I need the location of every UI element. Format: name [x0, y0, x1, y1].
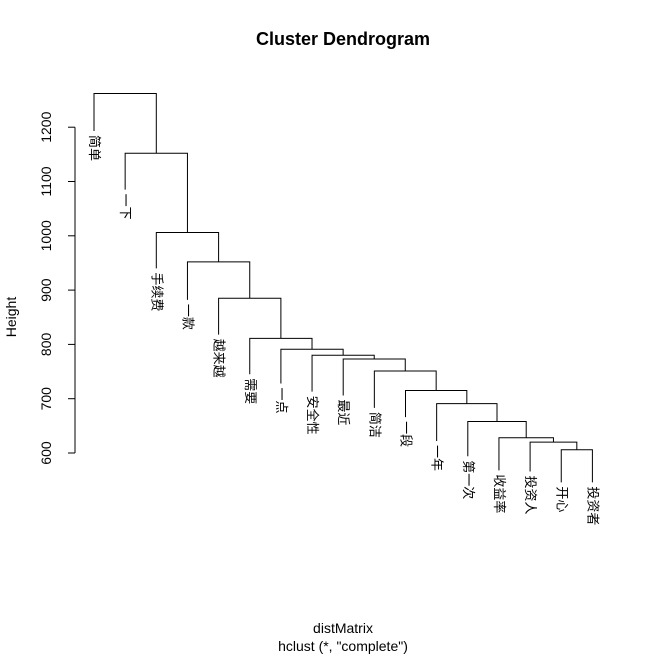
leaf-label: 安全性 — [304, 396, 320, 435]
leaf-label: 收益率 — [491, 474, 507, 513]
leaf-label: 一段 — [398, 421, 413, 447]
merge-link — [498, 437, 554, 471]
subtitle: hclust (*, "complete") — [278, 638, 408, 654]
x-axis-label: distMatrix — [313, 620, 373, 636]
y-tick-label: 1000 — [38, 220, 54, 251]
y-axis: 600 700 800 900 1000 1100 1200 — [38, 111, 76, 465]
merge-link — [467, 421, 527, 457]
merge-link — [560, 449, 593, 483]
leaf-label: 投资人 — [522, 475, 538, 514]
merge-link — [436, 403, 498, 442]
y-tick-label: 1100 — [38, 166, 54, 196]
leaf-label: 最近 — [335, 399, 350, 425]
y-tick-label: 700 — [38, 387, 54, 411]
y-tick-label: 900 — [38, 278, 54, 302]
merge-link — [218, 297, 282, 339]
leaf-label: 简单 — [86, 135, 102, 161]
leaf-label: 越来越 — [211, 339, 226, 378]
leaf-label: 简洁 — [366, 412, 382, 438]
y-tick-label: 1200 — [38, 111, 54, 142]
leaf-label: 手续费 — [148, 272, 163, 311]
merge-link — [186, 261, 251, 300]
chart-title: Cluster Dendrogram — [256, 29, 430, 49]
y-tick-label: 600 — [38, 441, 54, 465]
leaf-label: 需要 — [242, 378, 257, 404]
y-tick-label: 800 — [38, 333, 54, 357]
leaf-label: 一点 — [273, 387, 288, 413]
dendrogram-tree — [93, 93, 593, 483]
leaf-label: 一下 — [117, 194, 132, 220]
leaf-label: 第一次 — [460, 460, 476, 499]
y-axis-label: Height — [3, 297, 19, 338]
merge-link — [93, 93, 157, 154]
leaf-label: 一年 — [429, 445, 444, 471]
merge-link — [529, 441, 578, 472]
merge-link — [124, 152, 188, 233]
leaf-label: 一款 — [179, 304, 194, 330]
leaf-label: 开心 — [553, 486, 568, 512]
leaf-label: 投资者 — [584, 486, 600, 525]
